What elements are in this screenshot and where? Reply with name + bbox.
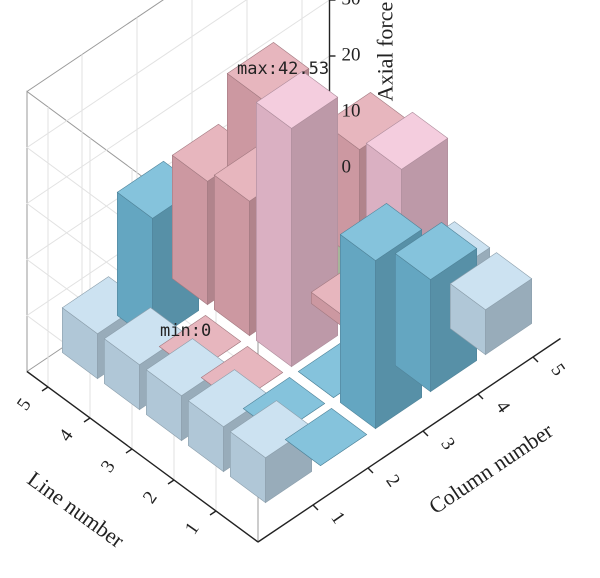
line-axis-title: Line number <box>23 466 130 553</box>
max-annotation: max:42.53 <box>237 59 329 79</box>
bars <box>61 42 533 504</box>
column-axis <box>257 337 561 543</box>
bar-L3-C3 <box>255 70 339 368</box>
z-axis-title: Axial force (kN) <box>373 0 398 101</box>
line-tick-label: 1 <box>181 519 204 539</box>
bar-top-face <box>394 222 478 280</box>
bar-top-face <box>339 203 423 261</box>
column-tick-label: 5 <box>546 360 569 380</box>
line-tick <box>83 417 91 423</box>
line-tick <box>125 448 133 454</box>
z-tick-label: 0 <box>342 156 352 177</box>
bar-top-face <box>284 408 368 466</box>
bar-L1-C2 <box>284 408 368 466</box>
bar-left-face <box>255 101 292 368</box>
axes <box>26 0 561 543</box>
column-tick <box>312 504 319 511</box>
line-tick-label: 3 <box>97 457 120 477</box>
bar-L1-C5 <box>449 252 533 356</box>
z-tick-label: 30 <box>342 0 361 9</box>
column-tick-label: 2 <box>381 471 404 491</box>
line-tick-label: 4 <box>55 425 78 445</box>
z-tick-label: 10 <box>342 100 361 121</box>
bar-top-face <box>365 111 449 170</box>
column-tick-label: 4 <box>491 397 514 417</box>
line-tick-label: 5 <box>13 395 36 415</box>
bar-top-face <box>449 252 533 311</box>
line-tick-label: 2 <box>139 488 162 508</box>
column-tick <box>367 467 374 474</box>
z-tick-label: 20 <box>342 44 361 65</box>
column-tick-label: 1 <box>326 508 349 528</box>
bar-left-face <box>339 233 376 430</box>
bar-left-face <box>214 174 250 337</box>
column-tick <box>532 356 539 363</box>
line-tick <box>209 510 217 516</box>
line-tick <box>167 479 175 485</box>
column-axis-title: Column number <box>424 417 558 518</box>
bar-front-face <box>291 96 339 368</box>
column-tick-label: 3 <box>436 434 459 454</box>
min-annotation: min:0 <box>160 321 211 341</box>
bar-top-face <box>255 70 339 129</box>
column-tick <box>422 430 429 437</box>
line-axis <box>26 370 259 543</box>
line-tick <box>41 386 49 392</box>
column-tick <box>477 393 484 400</box>
